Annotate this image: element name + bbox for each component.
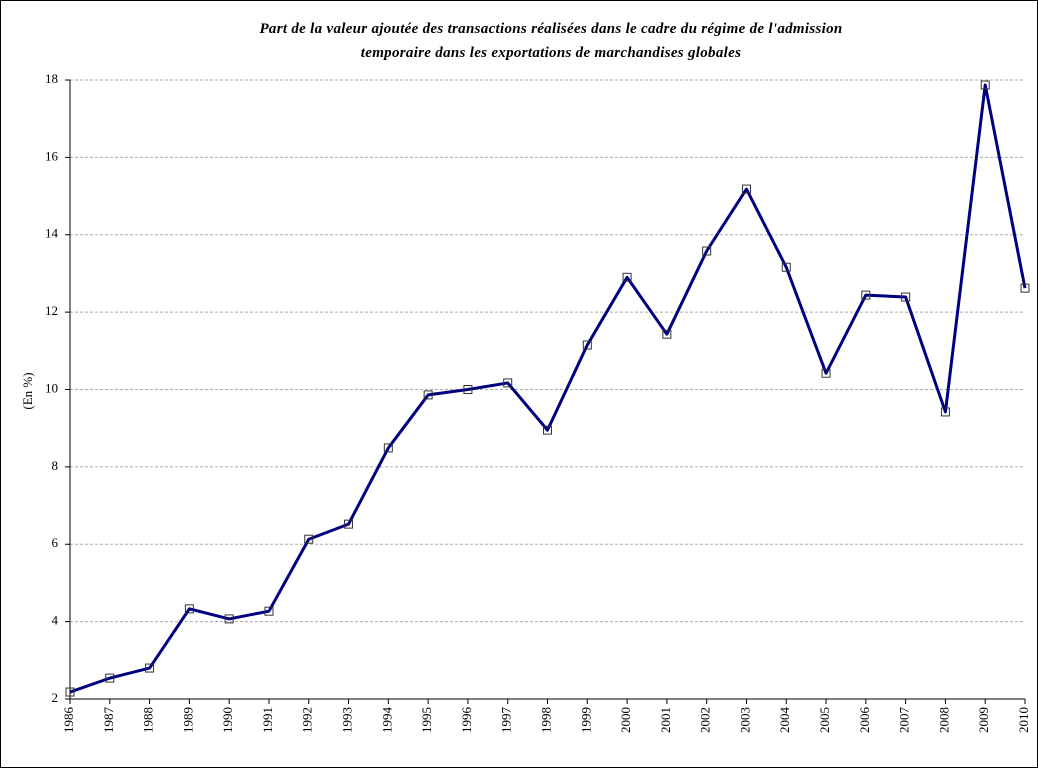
x-tick-label: 2004 [777, 707, 792, 734]
marker [543, 425, 552, 435]
marker [304, 534, 314, 544]
x-tick-label: 2000 [618, 707, 633, 733]
y-tick-label: 10 [45, 380, 58, 395]
x-tick-label: 1987 [101, 707, 116, 734]
marker [65, 687, 75, 697]
marker [264, 606, 274, 616]
y-tick-label: 16 [45, 148, 59, 163]
marker [423, 390, 433, 400]
x-tick-label: 1998 [538, 707, 553, 733]
x-tick-label: 2005 [817, 707, 832, 733]
y-tick-label: 4 [52, 613, 59, 628]
marker [145, 663, 155, 673]
x-tick-label: 2002 [698, 707, 713, 733]
x-tick-label: 1986 [61, 707, 76, 734]
marker [901, 292, 911, 302]
x-tick-label: 2008 [936, 707, 951, 733]
x-tick-label: 1995 [419, 707, 434, 733]
marker [582, 340, 592, 350]
marker [184, 604, 194, 614]
x-tick-label: 2010 [1016, 707, 1031, 733]
marker [503, 378, 513, 388]
x-tick-label: 2006 [857, 707, 872, 734]
marker [105, 673, 115, 683]
y-tick-label: 8 [52, 458, 59, 473]
marker [1020, 283, 1030, 293]
x-tick-label: 1992 [300, 707, 315, 733]
y-tick-label: 6 [52, 535, 59, 550]
x-tick-label: 2009 [976, 707, 991, 733]
marker [622, 272, 632, 282]
x-tick-label: 1993 [340, 707, 355, 733]
y-tick-label: 2 [52, 690, 59, 705]
y-tick-label: 12 [45, 303, 58, 318]
marker [224, 614, 234, 624]
x-tick-label: 1989 [180, 707, 195, 733]
x-tick-label: 1997 [499, 707, 514, 734]
x-tick-label: 1994 [379, 707, 394, 734]
x-tick-label: 2007 [897, 707, 912, 734]
marker [702, 246, 712, 256]
marker [383, 443, 393, 453]
chart-title: Part de la valeur ajoutée des transactio… [259, 21, 843, 61]
x-tick-label: 1990 [220, 707, 235, 733]
marker [662, 329, 672, 339]
marker [861, 290, 871, 300]
marker [940, 407, 950, 417]
marker [980, 80, 990, 90]
x-tick-label: 2001 [658, 707, 673, 733]
x-tick-label: 1999 [578, 707, 593, 733]
y-axis-label: (En %) [20, 372, 35, 409]
x-tick-label: 2003 [737, 707, 752, 733]
line [69, 83, 1027, 694]
x-tick-label: 1988 [141, 707, 156, 733]
marker [741, 184, 751, 194]
marker [821, 368, 831, 378]
marker [781, 262, 791, 272]
x-tick-label: 1996 [459, 707, 474, 734]
y-tick-label: 18 [45, 71, 58, 86]
marker [344, 519, 354, 529]
x-tick-label: 1991 [260, 707, 275, 733]
marker [463, 385, 473, 394]
y-tick-label: 14 [45, 226, 59, 241]
